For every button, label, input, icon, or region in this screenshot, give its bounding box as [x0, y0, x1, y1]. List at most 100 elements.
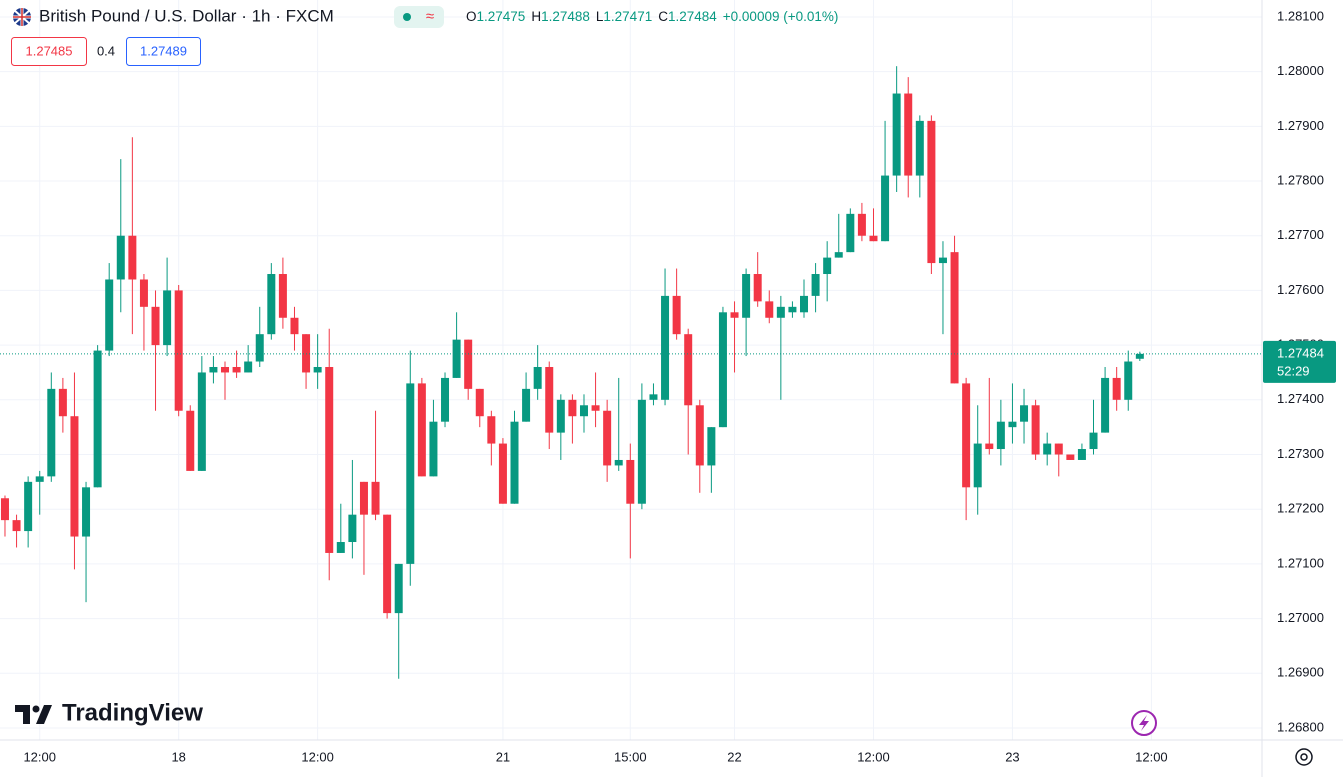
- y-tick-label: 1.27300: [1277, 446, 1324, 461]
- candle-body: [221, 366, 230, 373]
- candle-body: [290, 317, 299, 335]
- candle-body: [1008, 421, 1017, 428]
- candle-body: [614, 459, 623, 466]
- candle-body: [904, 93, 913, 176]
- candle-body: [695, 405, 704, 466]
- candle-body: [707, 427, 716, 466]
- candle-body: [105, 279, 114, 351]
- lightning-button[interactable]: [1131, 710, 1157, 736]
- candle-body: [417, 383, 426, 477]
- candle-body: [545, 366, 554, 433]
- ask-price[interactable]: 1.27489: [140, 43, 187, 58]
- candle-body: [1066, 454, 1075, 460]
- candle-body: [800, 295, 809, 313]
- candle-body: [765, 301, 774, 318]
- candle-body: [441, 377, 450, 422]
- candle-body: [522, 388, 531, 422]
- candle-body: [1020, 405, 1029, 422]
- candle-body: [950, 252, 959, 384]
- legend-value: 1.27488: [541, 9, 590, 24]
- candle-body: [788, 306, 797, 313]
- candle-body: [58, 388, 67, 417]
- candle-body: [267, 274, 276, 335]
- candle-body: [985, 443, 994, 450]
- bid-price[interactable]: 1.27485: [26, 43, 73, 58]
- legend-key: C: [658, 9, 668, 24]
- y-tick-label: 1.27600: [1277, 282, 1324, 297]
- symbol-icon: [13, 8, 31, 26]
- candle-body: [498, 443, 507, 504]
- candle-body: [533, 366, 542, 389]
- legend-key: L: [596, 9, 604, 24]
- y-tick-label: 1.27700: [1277, 227, 1324, 242]
- candle-body: [776, 306, 785, 318]
- status-pill[interactable]: ≈: [394, 6, 444, 28]
- candle-body: [1089, 432, 1098, 450]
- legend-value: 1.27471: [603, 9, 652, 24]
- candle-body: [452, 339, 461, 378]
- candle-body: [1054, 443, 1063, 455]
- bid-button[interactable]: 1.27485: [11, 37, 87, 66]
- candle-body: [823, 257, 832, 275]
- ask-button[interactable]: 1.27489: [126, 37, 201, 66]
- x-tick-label: 12:00: [1135, 749, 1168, 764]
- x-tick-label: 12:00: [301, 749, 334, 764]
- candle-body: [1077, 449, 1086, 460]
- candle-body: [1135, 353, 1144, 359]
- candle-body: [556, 399, 565, 433]
- candle-body: [915, 120, 924, 176]
- svg-text:≈: ≈: [426, 8, 434, 25]
- last-price-box: [1263, 340, 1336, 383]
- x-tick-label: 23: [1005, 749, 1019, 764]
- candle-body: [429, 421, 438, 477]
- chart-title: British Pound / U.S. Dollar · 1h · FXCM: [39, 6, 334, 25]
- candle-body: [649, 394, 658, 400]
- candle-body: [128, 235, 137, 280]
- candle-body: [278, 274, 287, 318]
- candle-body: [591, 405, 600, 411]
- spread: 0.4: [97, 43, 115, 58]
- candle-body: [857, 213, 866, 236]
- y-tick-label: 1.27900: [1277, 118, 1324, 133]
- candle-body: [834, 252, 843, 258]
- candle-body: [973, 443, 982, 488]
- candle-body: [232, 366, 241, 373]
- candle-body: [139, 279, 148, 307]
- candle-body: [811, 274, 820, 296]
- settings-button[interactable]: [1295, 748, 1313, 766]
- y-tick-label: 1.27100: [1277, 555, 1324, 570]
- grid: [0, 0, 1262, 740]
- candle-body: [475, 388, 484, 417]
- candle-body: [12, 520, 21, 532]
- y-tick-label: 1.27000: [1277, 610, 1324, 625]
- candle-body: [742, 274, 751, 318]
- candle-body: [881, 175, 890, 242]
- candle-body: [174, 290, 183, 411]
- candle-body: [82, 487, 91, 537]
- candle-body: [383, 514, 392, 614]
- countdown: 52:29: [1277, 363, 1310, 378]
- candle-body: [70, 416, 79, 537]
- candle-body: [325, 366, 334, 553]
- candle-body: [163, 290, 172, 346]
- candle-body: [93, 350, 102, 488]
- candle-body: [244, 361, 253, 373]
- y-tick-label: 1.28100: [1277, 8, 1324, 23]
- brand-logo[interactable]: TradingView: [15, 699, 203, 726]
- y-tick-label: 1.26800: [1277, 719, 1324, 734]
- candle-body: [1101, 377, 1110, 433]
- candle-body: [568, 399, 577, 417]
- candle-body: [626, 459, 635, 504]
- candle-body: [962, 383, 971, 488]
- brand-name[interactable]: TradingView: [62, 699, 203, 726]
- candle-body: [927, 120, 936, 264]
- candle-body: [186, 410, 195, 471]
- candle-body: [116, 235, 125, 280]
- x-tick-label: 21: [496, 749, 510, 764]
- candle-body: [348, 514, 357, 543]
- candle-body: [510, 421, 519, 504]
- x-tick-label: 12:00: [857, 749, 890, 764]
- candle-body: [846, 213, 855, 253]
- candle-body: [394, 563, 403, 614]
